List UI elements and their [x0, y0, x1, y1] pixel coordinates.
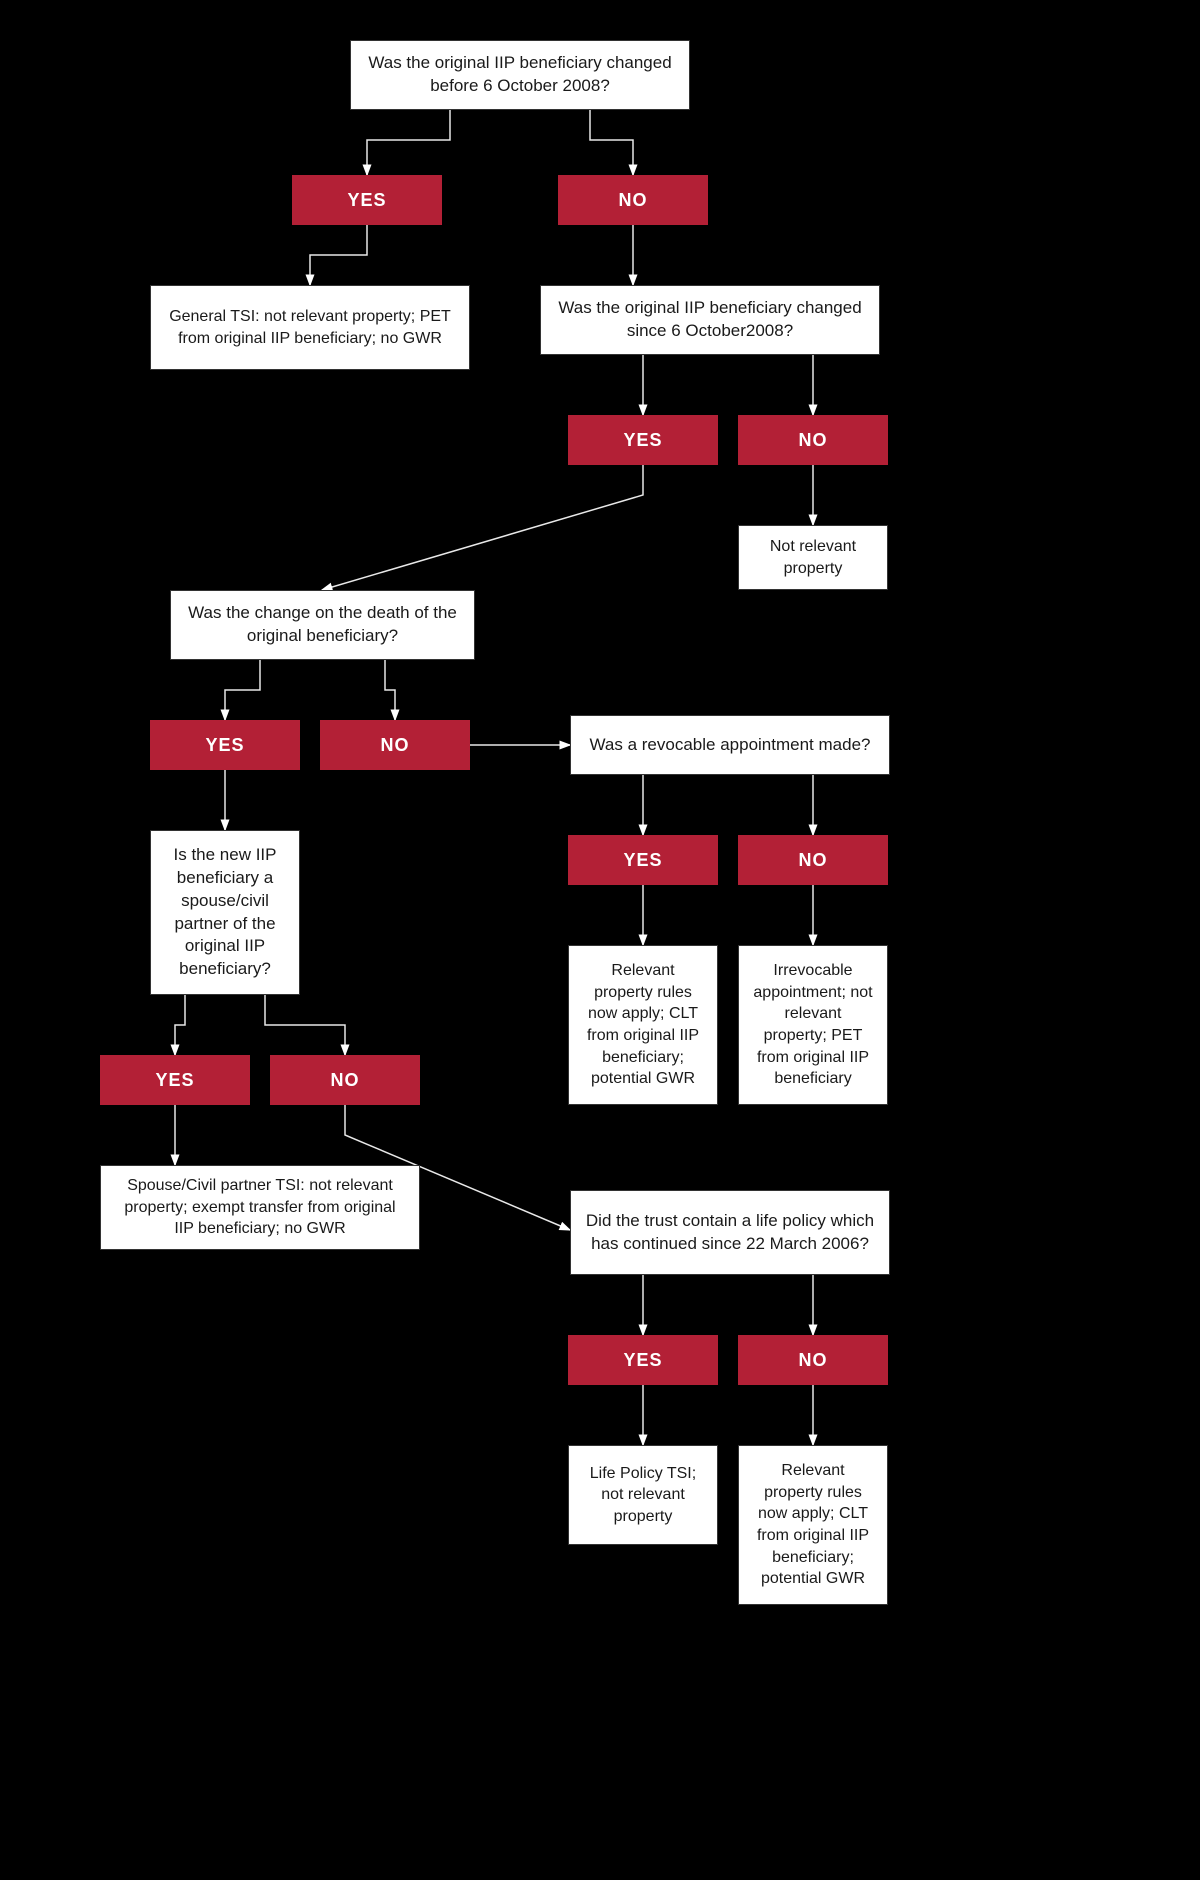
node-d6y: YES — [568, 1335, 718, 1385]
node-d3n: NO — [320, 720, 470, 770]
node-d1y: YES — [292, 175, 442, 225]
node-d2y: YES — [568, 415, 718, 465]
node-r4y: Relevant property rules now apply; CLT f… — [568, 945, 718, 1105]
node-r2: Not relevant property — [738, 525, 888, 590]
edge-d2y-q3 — [322, 465, 643, 590]
node-r5: Spouse/Civil partner TSI: not relevant p… — [100, 1165, 420, 1250]
edge-q1-d1n — [590, 110, 633, 175]
node-r6n: Relevant property rules now apply; CLT f… — [738, 1445, 888, 1605]
node-d4y: YES — [568, 835, 718, 885]
node-q6: Did the trust contain a life policy whic… — [570, 1190, 890, 1275]
node-d2n: NO — [738, 415, 888, 465]
node-d3y: YES — [150, 720, 300, 770]
node-d1n: NO — [558, 175, 708, 225]
node-d4n: NO — [738, 835, 888, 885]
node-q1: Was the original IIP beneficiary changed… — [350, 40, 690, 110]
edge-d1y-r1 — [310, 225, 367, 285]
node-r1: General TSI: not relevant property; PET … — [150, 285, 470, 370]
edge-q1-d1y — [367, 110, 450, 175]
edge-q3-d3y — [225, 660, 260, 720]
edge-q5-d5n — [265, 995, 345, 1055]
node-r4n: Irrevocable appointment; not relevant pr… — [738, 945, 888, 1105]
node-q5: Is the new IIP beneficiary a spouse/civi… — [150, 830, 300, 995]
edge-q5-d5y — [175, 995, 185, 1055]
node-d5y: YES — [100, 1055, 250, 1105]
node-d5n: NO — [270, 1055, 420, 1105]
edge-q3-d3n — [385, 660, 395, 720]
node-q2: Was the original IIP beneficiary changed… — [540, 285, 880, 355]
node-r6y: Life Policy TSI; not relevant property — [568, 1445, 718, 1545]
node-q3: Was the change on the death of the origi… — [170, 590, 475, 660]
node-q4: Was a revocable appointment made? — [570, 715, 890, 775]
node-d6n: NO — [738, 1335, 888, 1385]
